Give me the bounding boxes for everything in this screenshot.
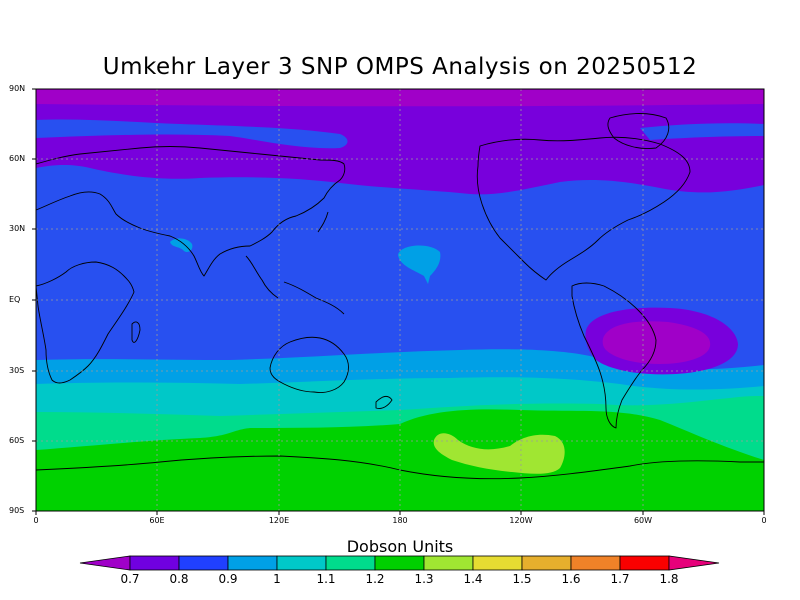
colorbar-swatch bbox=[472, 555, 523, 571]
colorbar-swatch bbox=[374, 555, 425, 571]
colorbar-swatch bbox=[619, 555, 670, 571]
colorbar-tick-label: 1.8 bbox=[659, 572, 679, 586]
colorbar-swatch bbox=[423, 555, 474, 571]
colorbar-tick-label: 1 bbox=[273, 572, 281, 586]
colorbar-arrow-low bbox=[79, 555, 131, 571]
lat-label-eq: EQ bbox=[9, 295, 21, 304]
colorbar-tick-label: 1.6 bbox=[561, 572, 581, 586]
lon-label-0-east: 0 bbox=[761, 516, 767, 525]
colorbar-tick-label: 1.7 bbox=[610, 572, 630, 586]
band-0-9-north-tongue bbox=[36, 119, 348, 149]
colorbar-swatch bbox=[227, 555, 278, 571]
colorbar-tick-label: 1.2 bbox=[365, 572, 385, 586]
lon-label-180: 180 bbox=[392, 516, 408, 525]
colorbar-tick-label: 1.5 bbox=[512, 572, 532, 586]
lon-label-120w: 120W bbox=[509, 516, 533, 525]
axis-ticks bbox=[32, 88, 765, 515]
colorbar-swatch bbox=[570, 555, 621, 571]
lon-label-60w: 60W bbox=[633, 516, 653, 525]
colorbar-swatch bbox=[521, 555, 572, 571]
colorbar-swatch bbox=[129, 555, 180, 571]
band-1-4-blob bbox=[433, 433, 565, 474]
lat-label-60s: 60S bbox=[9, 436, 25, 445]
band-1-0-pacific-blob bbox=[398, 245, 441, 284]
lon-label-120e: 120E bbox=[268, 516, 290, 525]
band-0-7-north bbox=[36, 89, 764, 107]
colorbar-tick-label: 0.9 bbox=[218, 572, 238, 586]
coastlines bbox=[36, 113, 764, 480]
colorbar-tick-label: 1.1 bbox=[316, 572, 336, 586]
colorbar-title: Dobson Units bbox=[346, 537, 454, 556]
colorbar-tick-label: 1.4 bbox=[463, 572, 483, 586]
band-0-7-southamerica bbox=[602, 321, 711, 364]
colorbar bbox=[79, 555, 720, 571]
colorbar-tick-label: 0.8 bbox=[169, 572, 189, 586]
colorbar-swatch bbox=[178, 555, 229, 571]
lat-label-90s: 90S bbox=[9, 506, 25, 515]
map-title: Umkehr Layer 3 SNP OMPS Analysis on 2025… bbox=[102, 54, 698, 80]
lon-label-0-west: 0 bbox=[33, 516, 39, 525]
colorbar-tick-label: 1.3 bbox=[414, 572, 434, 586]
colorbar-tick-label: 0.7 bbox=[120, 572, 140, 586]
lat-label-30s: 30S bbox=[9, 366, 25, 375]
lat-label-30n: 30N bbox=[9, 224, 26, 233]
colorbar-swatch bbox=[276, 555, 327, 571]
band-1-0-india-blob bbox=[170, 238, 193, 253]
colorbar-swatch bbox=[325, 555, 376, 571]
band-0-8-north bbox=[36, 89, 764, 195]
lat-label-60n: 60N bbox=[9, 154, 26, 163]
lon-label-60e: 60E bbox=[149, 516, 165, 525]
lat-label-90n: 90N bbox=[9, 84, 26, 93]
lat-lon-grid bbox=[36, 89, 764, 511]
band-0-9-north-tongue2 bbox=[640, 123, 764, 140]
colorbar-arrow-high bbox=[668, 555, 720, 571]
